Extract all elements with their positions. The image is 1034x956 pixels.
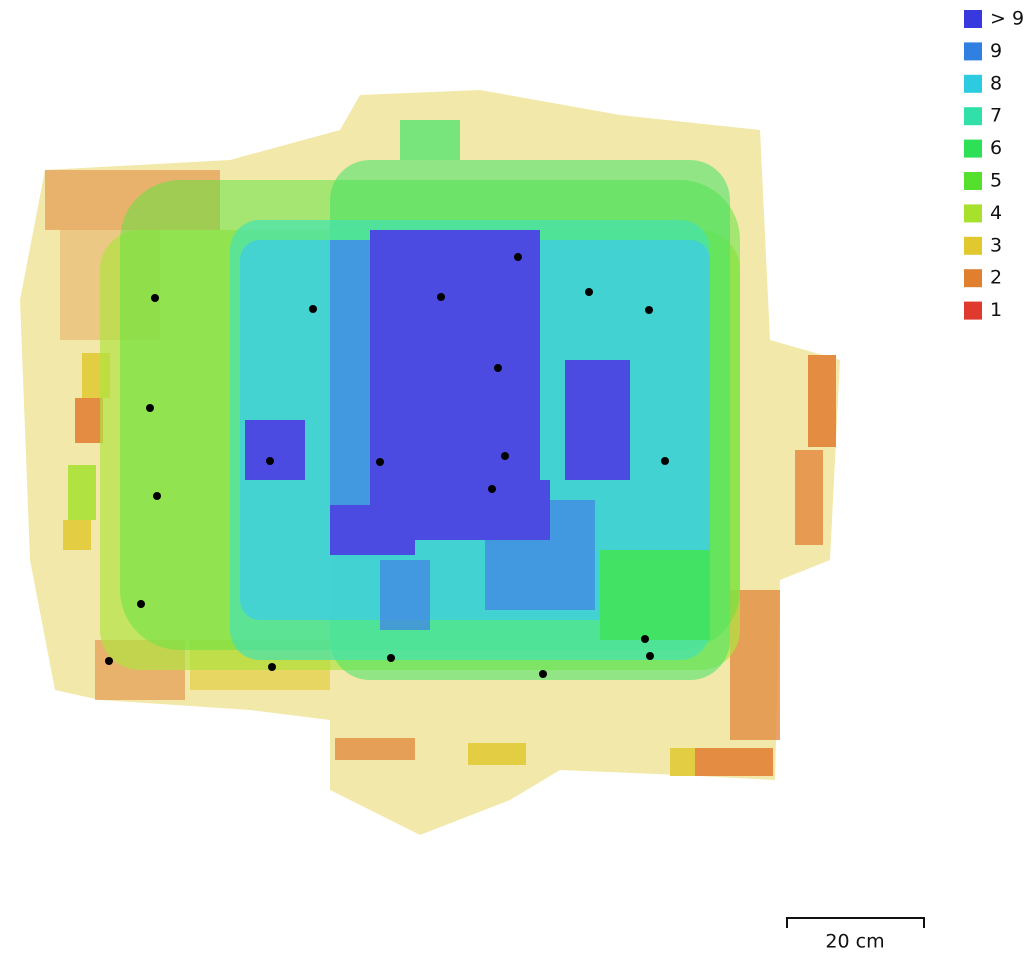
- legend-swatch: [964, 10, 982, 28]
- camera: [268, 663, 276, 671]
- legend-label: 1: [990, 299, 1002, 321]
- legend-label: 2: [990, 267, 1002, 289]
- camera: [105, 657, 113, 665]
- camera: [514, 253, 522, 261]
- scale-bar: [786, 917, 925, 928]
- camera: [488, 485, 496, 493]
- camera: [387, 654, 395, 662]
- strip: [335, 738, 415, 760]
- zone-9: [380, 560, 430, 630]
- camera: [146, 404, 154, 412]
- camera: [585, 288, 593, 296]
- camera-positions: [105, 253, 669, 678]
- camera: [153, 492, 161, 500]
- camera: [437, 293, 445, 301]
- strip: [63, 520, 91, 550]
- legend-label: 7: [990, 105, 1002, 127]
- legend-label: 8: [990, 72, 1002, 94]
- legend-swatch: [964, 236, 982, 255]
- strip: [795, 450, 823, 545]
- camera: [309, 305, 317, 313]
- zone-max: [565, 360, 630, 480]
- strip: [75, 398, 103, 443]
- strip: [808, 355, 836, 447]
- legend-label: > 9: [990, 8, 1024, 30]
- camera: [645, 306, 653, 314]
- legend-swatch: [964, 172, 982, 190]
- camera: [376, 458, 384, 466]
- camera: [137, 600, 145, 608]
- legend-label: 3: [990, 234, 1002, 256]
- zone-max: [245, 420, 305, 480]
- legend-swatch: [964, 74, 982, 93]
- strip: [45, 170, 220, 230]
- overlap-map: [20, 90, 840, 835]
- zone-6: [400, 120, 460, 160]
- camera: [646, 652, 654, 660]
- camera: [501, 452, 509, 460]
- strip: [695, 748, 773, 776]
- camera: [494, 364, 502, 372]
- zone-max: [330, 505, 415, 555]
- legend-swatch: [964, 269, 982, 288]
- legend-swatch: [964, 204, 982, 223]
- legend-swatch: [964, 139, 982, 158]
- strip: [68, 465, 96, 520]
- legend-label: 9: [990, 40, 1002, 62]
- camera: [266, 457, 274, 465]
- strip: [468, 743, 526, 765]
- camera: [151, 294, 159, 302]
- legend-swatch: [964, 42, 982, 61]
- scale-bar-label: 20 cm: [825, 931, 884, 953]
- strip: [670, 748, 695, 776]
- legend-label: 4: [990, 202, 1002, 224]
- legend: > 9 9 8 7 6 5 4 3 2 1: [964, 8, 1024, 321]
- legend-label: 6: [990, 137, 1002, 159]
- camera: [641, 635, 649, 643]
- zone-max: [490, 480, 550, 540]
- legend-swatch: [964, 301, 982, 320]
- legend-swatch: [964, 107, 982, 126]
- camera: [661, 457, 669, 465]
- camera: [539, 670, 547, 678]
- legend-label: 5: [990, 170, 1002, 192]
- zone-6: [600, 550, 710, 640]
